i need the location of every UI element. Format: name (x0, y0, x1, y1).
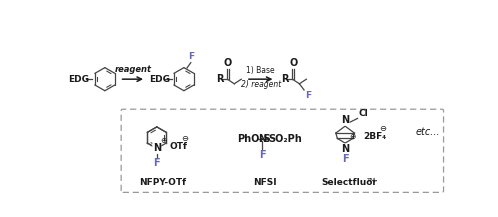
Text: O: O (224, 58, 232, 68)
Text: ⊖: ⊖ (379, 124, 386, 133)
Text: O: O (289, 58, 297, 68)
FancyBboxPatch shape (121, 109, 444, 192)
Text: etc...: etc... (416, 127, 440, 136)
Text: F: F (153, 158, 160, 168)
Text: N: N (258, 134, 266, 144)
Text: 2BF₄: 2BF₄ (364, 132, 387, 141)
Text: F: F (305, 92, 311, 100)
Text: F: F (259, 150, 265, 160)
Text: EDG: EDG (149, 75, 170, 84)
Text: NFPY-OTf: NFPY-OTf (139, 178, 187, 187)
Text: ⊕: ⊕ (161, 136, 167, 145)
Text: R: R (216, 74, 223, 84)
Text: NFSI: NFSI (252, 178, 276, 187)
Text: ⊖: ⊖ (181, 134, 188, 143)
Text: PhO₂S: PhO₂S (238, 134, 271, 144)
Text: N: N (341, 144, 349, 154)
Text: N: N (153, 143, 161, 153)
Text: reagent: reagent (114, 65, 151, 74)
Text: F: F (342, 154, 349, 164)
Text: Selectfluor: Selectfluor (321, 178, 377, 187)
Text: F: F (188, 52, 194, 61)
Text: EDG: EDG (68, 75, 90, 84)
Text: OTf: OTf (170, 142, 188, 151)
Text: 2) reagent: 2) reagent (241, 80, 281, 89)
Text: R: R (281, 74, 288, 84)
Text: N: N (341, 115, 349, 125)
Text: TM: TM (367, 178, 376, 183)
Text: ⊕: ⊕ (349, 132, 356, 141)
Text: SO₂Ph: SO₂Ph (268, 134, 302, 144)
Text: Cl: Cl (358, 109, 368, 118)
Text: 1) Base: 1) Base (247, 66, 275, 75)
